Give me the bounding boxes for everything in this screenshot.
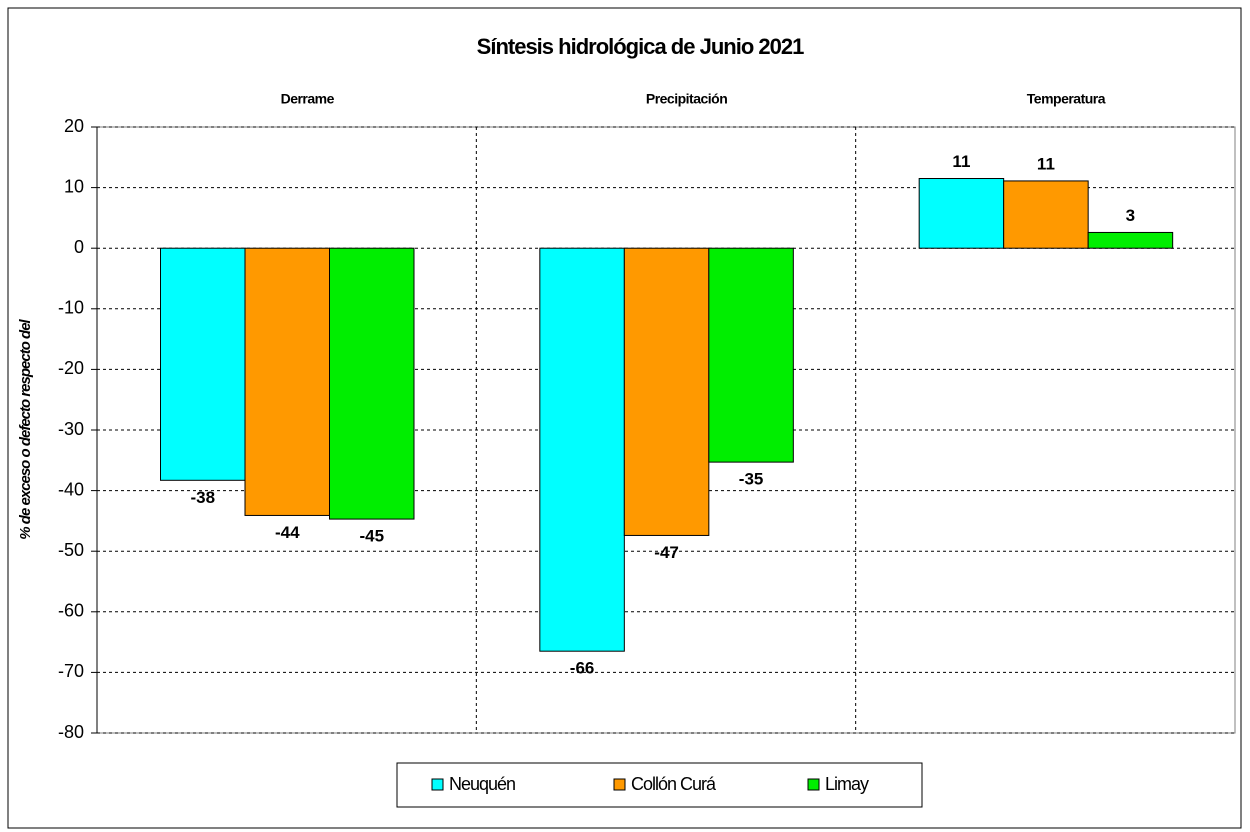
y-tick-label: -10: [58, 298, 84, 318]
category-label: Temperatura: [1027, 91, 1106, 107]
y-axis-label: % de exceso o defecto respecto del: [17, 318, 34, 539]
legend-label: Neuquén: [449, 774, 515, 794]
value-label: -44: [275, 523, 300, 542]
legend-swatch: [431, 778, 444, 791]
y-tick-label: -50: [58, 540, 84, 560]
value-label: -66: [570, 659, 595, 678]
y-tick-label: 20: [64, 116, 84, 136]
y-tick-label: -60: [58, 601, 84, 621]
y-tick-label: -40: [58, 479, 84, 499]
bar: [1003, 180, 1089, 249]
value-label: -45: [359, 527, 384, 546]
value-label: -47: [654, 543, 679, 562]
value-label: -35: [739, 470, 764, 489]
value-label: -38: [190, 488, 215, 507]
bar: [623, 247, 710, 536]
value-label: 11: [952, 152, 970, 171]
bar: [539, 247, 625, 652]
y-tick-label: -70: [58, 661, 84, 681]
category-label: Derrame: [281, 91, 335, 107]
legend-label: Limay: [825, 774, 869, 794]
bar: [708, 247, 794, 463]
legend-swatch: [613, 778, 626, 791]
y-tick-label: -20: [58, 358, 84, 378]
value-label: 3: [1126, 206, 1135, 225]
legend-box: [396, 762, 923, 808]
category-label: Precipitación: [646, 91, 727, 107]
bar: [329, 247, 415, 520]
y-tick-label: 0: [74, 237, 84, 257]
bar: [244, 247, 330, 516]
bar: [160, 247, 246, 481]
legend-swatch: [807, 778, 820, 791]
value-label: 11: [1037, 154, 1055, 173]
y-tick-label: -30: [58, 419, 84, 439]
bar: [1087, 231, 1174, 249]
legend-label: Collón Curá: [631, 774, 717, 794]
y-tick-label: -80: [58, 722, 84, 742]
y-tick-label: 10: [64, 176, 84, 196]
bar: [918, 178, 1005, 249]
chart-title: Síntesis hidrológica de Junio 2021: [477, 34, 804, 59]
